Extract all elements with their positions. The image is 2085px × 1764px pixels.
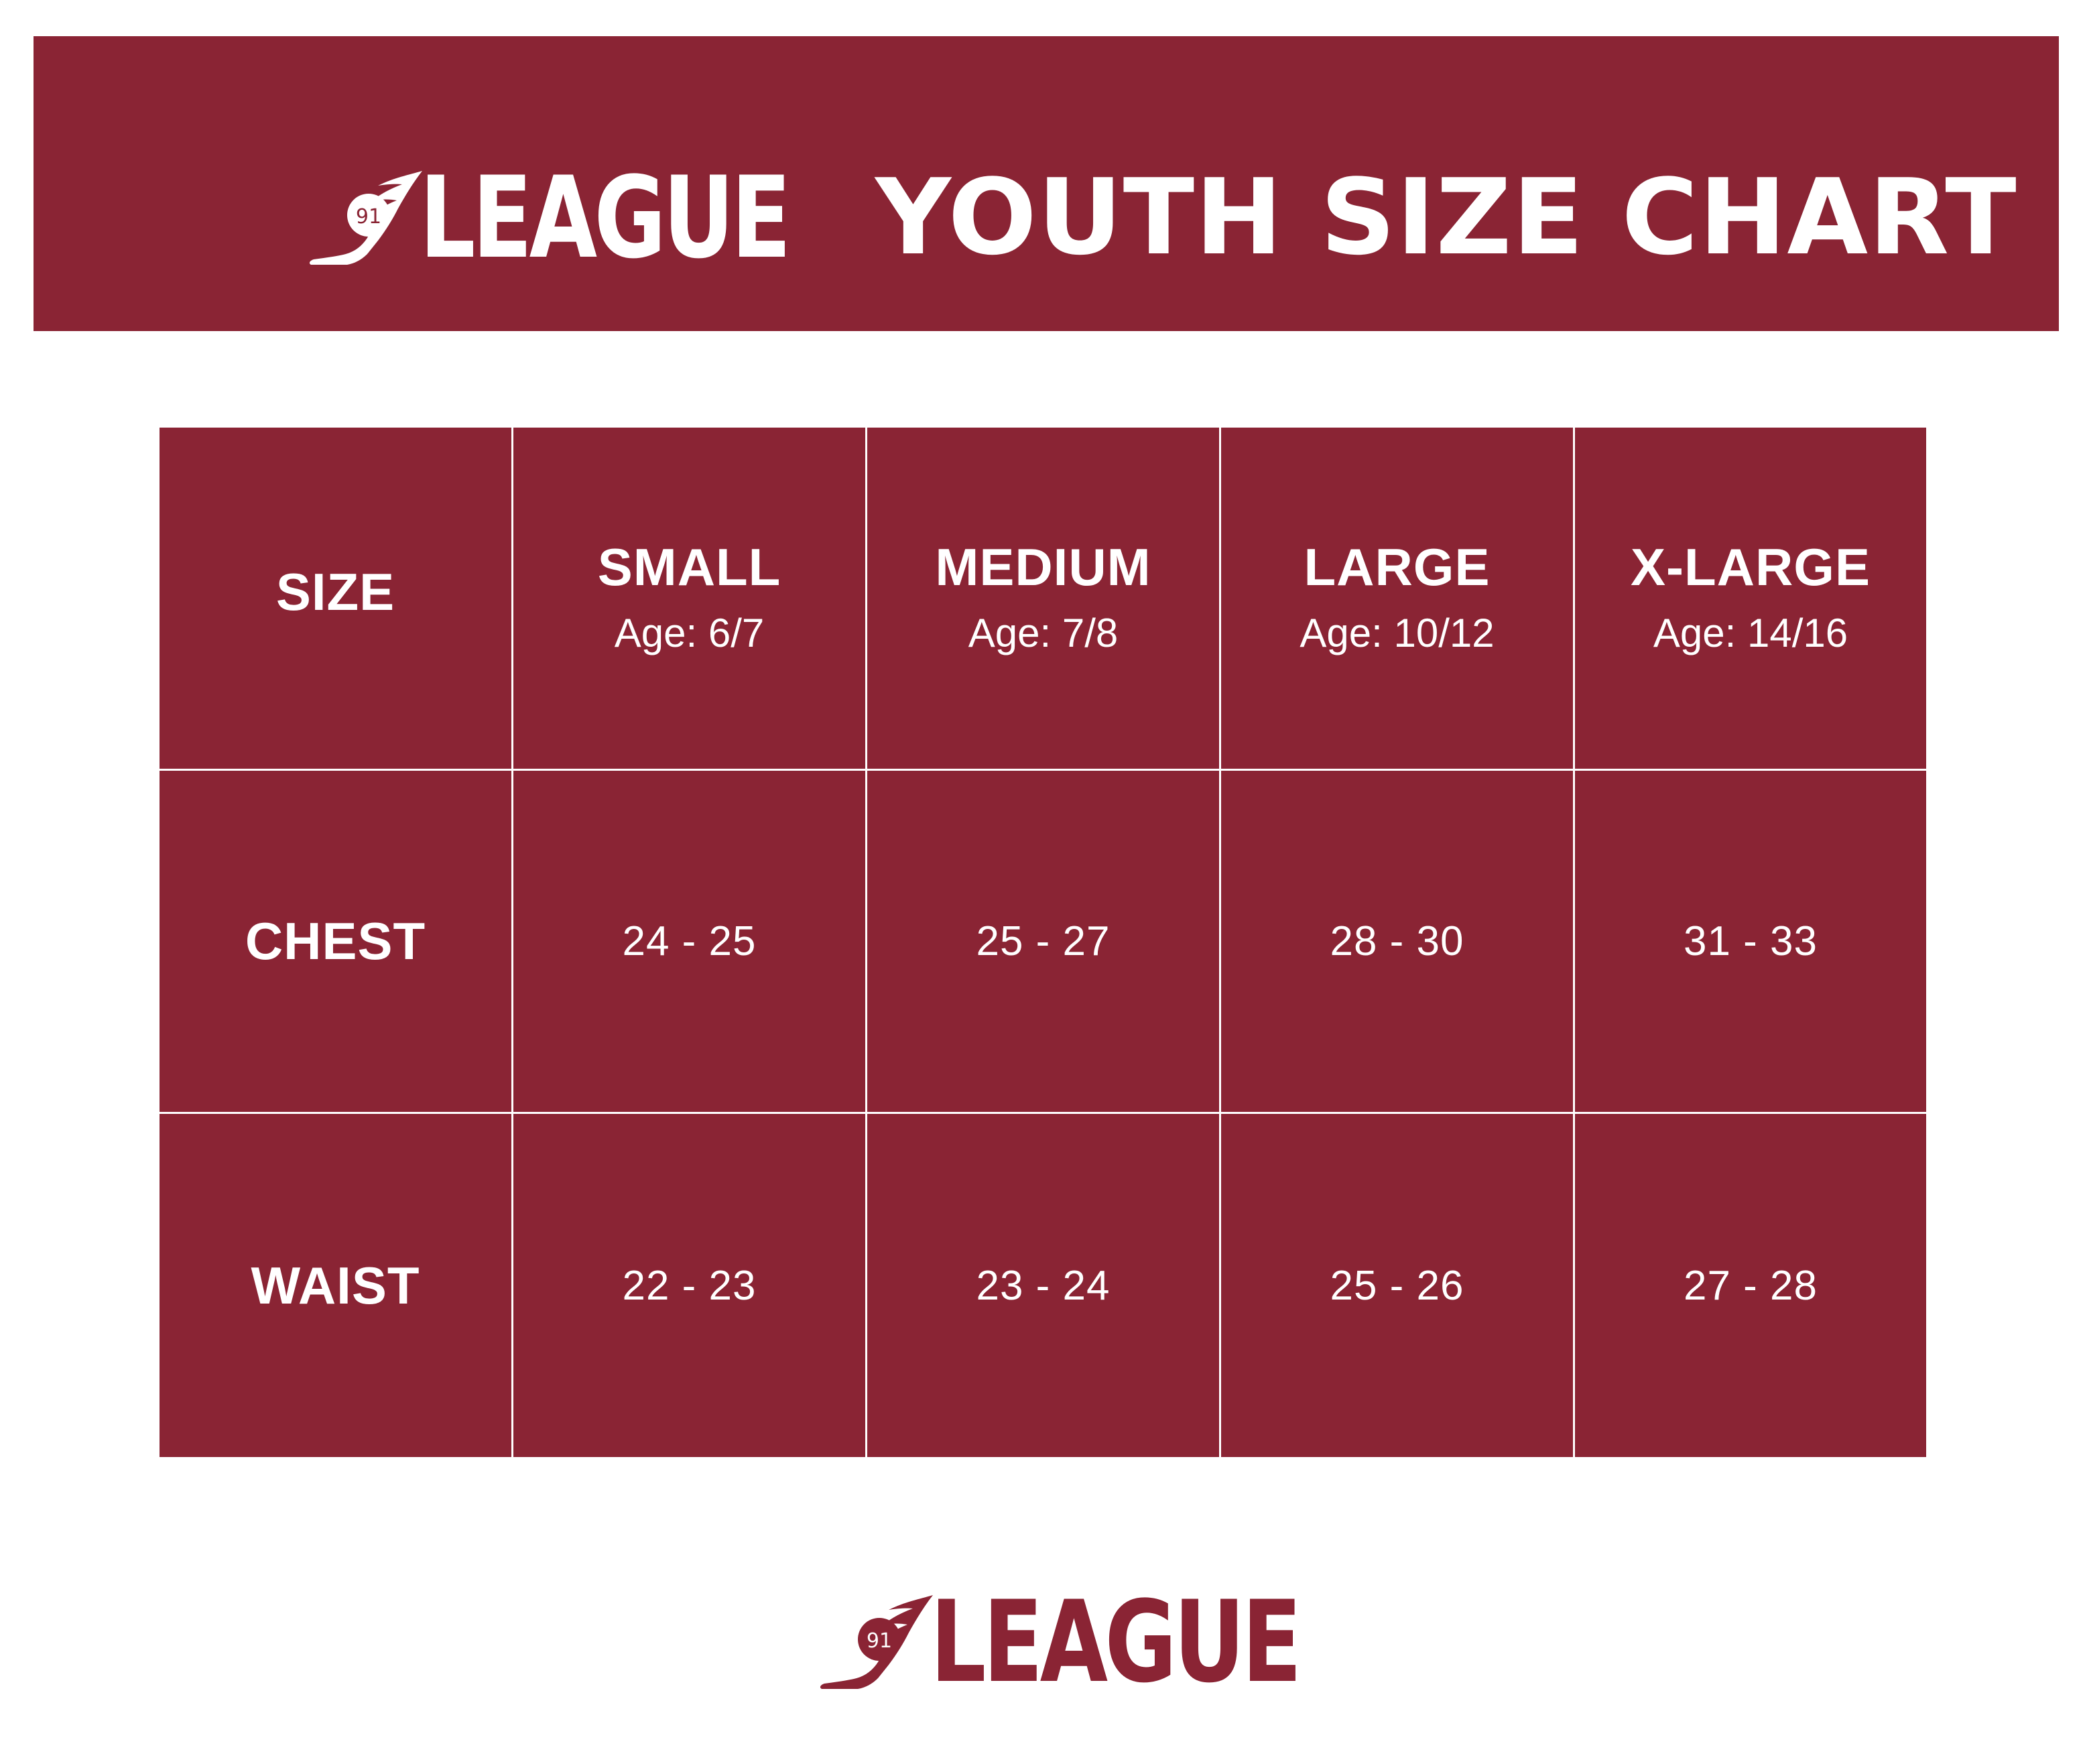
- waist-value-small: 22 - 23: [622, 1262, 757, 1309]
- column-age: Age: 10/12: [1300, 610, 1495, 655]
- table-cell: 31 - 33: [1575, 771, 1926, 1114]
- chest-value-large: 28 - 30: [1330, 918, 1464, 964]
- chest-value-medium: 25 - 27: [976, 918, 1111, 964]
- table-cell: 25 - 26: [1221, 1114, 1575, 1457]
- logo-wordmark: LEAGUE: [930, 1576, 1302, 1708]
- waist-value-medium: 23 - 24: [976, 1262, 1111, 1309]
- table-cell: 28 - 30: [1221, 771, 1575, 1114]
- header-logo: 91 LEAGUE: [308, 162, 892, 274]
- page-title: YOUTH SIZE CHART: [875, 156, 2017, 278]
- logo-badge-number: 91: [356, 205, 381, 229]
- size-chart-table: SIZE SMALL Age: 6/7 MEDIUM Age: 7/8 LARG…: [160, 428, 1926, 1457]
- column-name: X-LARGE: [1631, 537, 1871, 596]
- logo-wordmark: LEAGUE: [420, 151, 792, 284]
- table-cell: 24 - 25: [513, 771, 867, 1114]
- table-cell: 23 - 24: [867, 1114, 1221, 1457]
- winged-shoe-icon: 91: [309, 170, 422, 265]
- corner-label: SIZE: [275, 562, 395, 621]
- column-age: Age: 14/16: [1653, 610, 1848, 655]
- table-cell: 25 - 27: [867, 771, 1221, 1114]
- winged-shoe-icon: 91: [820, 1595, 933, 1689]
- row-label: WAIST: [251, 1255, 420, 1315]
- table-corner-cell: SIZE: [160, 428, 513, 771]
- row-label: CHEST: [245, 911, 426, 970]
- row-label-chest: CHEST: [160, 771, 513, 1114]
- table-cell: 27 - 28: [1575, 1114, 1926, 1457]
- waist-value-large: 25 - 26: [1330, 1262, 1464, 1309]
- logo-badge-number: 91: [867, 1629, 892, 1653]
- header-banner: 91 LEAGUE YOUTH SIZE CHART: [34, 36, 2059, 331]
- waist-value-x-large: 27 - 28: [1683, 1262, 1818, 1309]
- column-age: Age: 6/7: [614, 610, 765, 655]
- chest-value-small: 24 - 25: [622, 918, 757, 964]
- column-header-large: LARGE Age: 10/12: [1221, 428, 1575, 771]
- column-header-medium: MEDIUM Age: 7/8: [867, 428, 1221, 771]
- table-cell: 22 - 23: [513, 1114, 867, 1457]
- column-age: Age: 7/8: [968, 610, 1119, 655]
- column-header-small: SMALL Age: 6/7: [513, 428, 867, 771]
- column-name: SMALL: [597, 537, 781, 596]
- footer-logo: 91 LEAGUE: [819, 1586, 1403, 1698]
- column-name: MEDIUM: [935, 537, 1151, 596]
- column-name: LARGE: [1304, 537, 1491, 596]
- column-header-x-large: X-LARGE Age: 14/16: [1575, 428, 1926, 771]
- chest-value-x-large: 31 - 33: [1683, 918, 1818, 964]
- row-label-waist: WAIST: [160, 1114, 513, 1457]
